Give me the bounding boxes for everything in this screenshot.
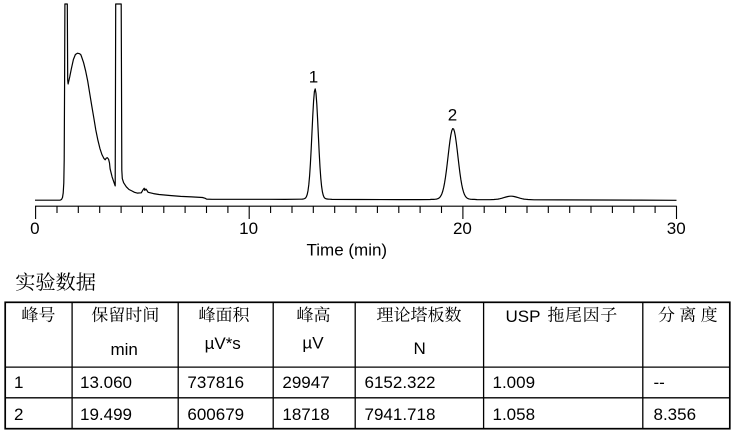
svg-text:18718: 18718 [282,405,329,424]
svg-text:N: N [414,339,426,358]
svg-text:µV: µV [302,334,324,353]
svg-text:19.499: 19.499 [80,405,132,424]
svg-text:2: 2 [448,105,457,124]
svg-text:6152.322: 6152.322 [365,373,436,392]
svg-text:1: 1 [14,373,23,392]
svg-text:30: 30 [667,219,686,238]
svg-text:µV*s: µV*s [205,334,241,353]
svg-text:8.356: 8.356 [654,405,697,424]
svg-text:Time (min): Time (min) [307,240,388,259]
svg-text:1.058: 1.058 [493,405,536,424]
svg-text:600679: 600679 [187,405,244,424]
svg-text:29947: 29947 [282,373,329,392]
svg-text:7941.718: 7941.718 [365,405,436,424]
svg-text:min: min [110,340,137,359]
svg-text:10: 10 [239,219,258,238]
svg-text:13.060: 13.060 [80,373,132,392]
svg-text:2: 2 [14,405,23,424]
svg-text:--: -- [654,373,665,392]
svg-text:USP: USP [506,307,541,326]
svg-text:737816: 737816 [187,373,244,392]
svg-text:20: 20 [453,219,472,238]
svg-text:1.009: 1.009 [493,373,536,392]
svg-text:0: 0 [30,219,39,238]
svg-text:1: 1 [309,67,318,86]
